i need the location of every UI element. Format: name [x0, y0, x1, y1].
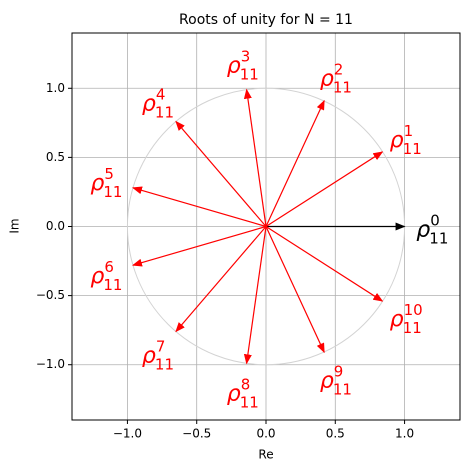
label-superscript: 5	[104, 165, 114, 183]
chart-title: Roots of unity for N = 11	[179, 12, 353, 28]
arrow	[132, 225, 267, 267]
label-base: ρ	[142, 344, 156, 369]
root-label: ρ5 11	[90, 165, 122, 201]
arrow	[265, 226, 325, 354]
arrow	[175, 226, 267, 333]
label-base: ρ	[320, 368, 334, 393]
x-axis-label: Re	[258, 448, 273, 462]
label-subscript: 11	[403, 319, 422, 337]
label-subscript: 11	[155, 355, 174, 373]
x-tick-label: 0.5	[326, 427, 345, 441]
arrow	[265, 151, 384, 228]
label-subscript: 11	[240, 393, 259, 411]
root-label: ρ9 11	[320, 362, 352, 398]
root-label: ρ10 11	[390, 301, 423, 337]
label-subscript: 11	[333, 78, 352, 96]
root-label: ρ7 11	[142, 337, 174, 373]
root-label: ρ0 11	[416, 211, 448, 247]
label-superscript: 8	[241, 375, 251, 393]
label-base: ρ	[390, 128, 404, 153]
y-tick-label: 1.0	[46, 81, 65, 95]
label-superscript: 1	[404, 121, 414, 139]
arrow	[175, 120, 267, 227]
arrow	[265, 225, 384, 302]
root-label: ρ6 11	[90, 257, 122, 293]
label-superscript: 4	[156, 85, 166, 103]
label-superscript: 2	[334, 60, 344, 78]
y-tick-label: 0.0	[46, 219, 65, 233]
arrow	[243, 88, 267, 227]
label-superscript: 6	[104, 257, 114, 275]
label-subscript: 11	[403, 139, 422, 157]
y-tick-label: −0.5	[36, 288, 65, 302]
label-base: ρ	[142, 91, 156, 116]
label-base: ρ	[320, 67, 334, 92]
label-superscript: 7	[156, 337, 166, 355]
arrow	[265, 99, 325, 227]
label-subscript: 11	[155, 103, 174, 121]
label-superscript: 9	[334, 362, 344, 380]
y-tick-label: 0.5	[46, 150, 65, 164]
label-base: ρ	[390, 307, 404, 332]
label-base: ρ	[416, 218, 430, 243]
x-tick-label: −1.0	[113, 427, 142, 441]
label-base: ρ	[90, 264, 104, 289]
label-subscript: 11	[240, 65, 259, 83]
x-tick-label: 0.0	[256, 427, 275, 441]
label-subscript: 11	[429, 229, 448, 247]
y-tick-label: −1.0	[36, 357, 65, 371]
root-label: ρ4 11	[142, 85, 174, 121]
label-superscript: 10	[404, 301, 423, 319]
label-base: ρ	[227, 382, 241, 407]
arrow	[132, 186, 267, 228]
label-superscript: 0	[430, 211, 440, 229]
label-subscript: 11	[103, 275, 122, 293]
root-label: ρ8 11	[227, 375, 259, 411]
arrow	[243, 226, 267, 365]
root-label: ρ3 11	[227, 47, 259, 83]
label-subscript: 11	[103, 183, 122, 201]
x-tick-label: −0.5	[182, 427, 211, 441]
label-superscript: 3	[241, 47, 251, 65]
label-subscript: 11	[333, 380, 352, 398]
plot-frame	[71, 32, 461, 421]
root-label: ρ2 11	[320, 60, 352, 96]
root-label: ρ1 11	[390, 121, 422, 157]
label-base: ρ	[90, 171, 104, 196]
x-tick-label: 1.0	[395, 427, 414, 441]
label-base: ρ	[227, 53, 241, 78]
y-axis-label: Im	[8, 218, 22, 233]
